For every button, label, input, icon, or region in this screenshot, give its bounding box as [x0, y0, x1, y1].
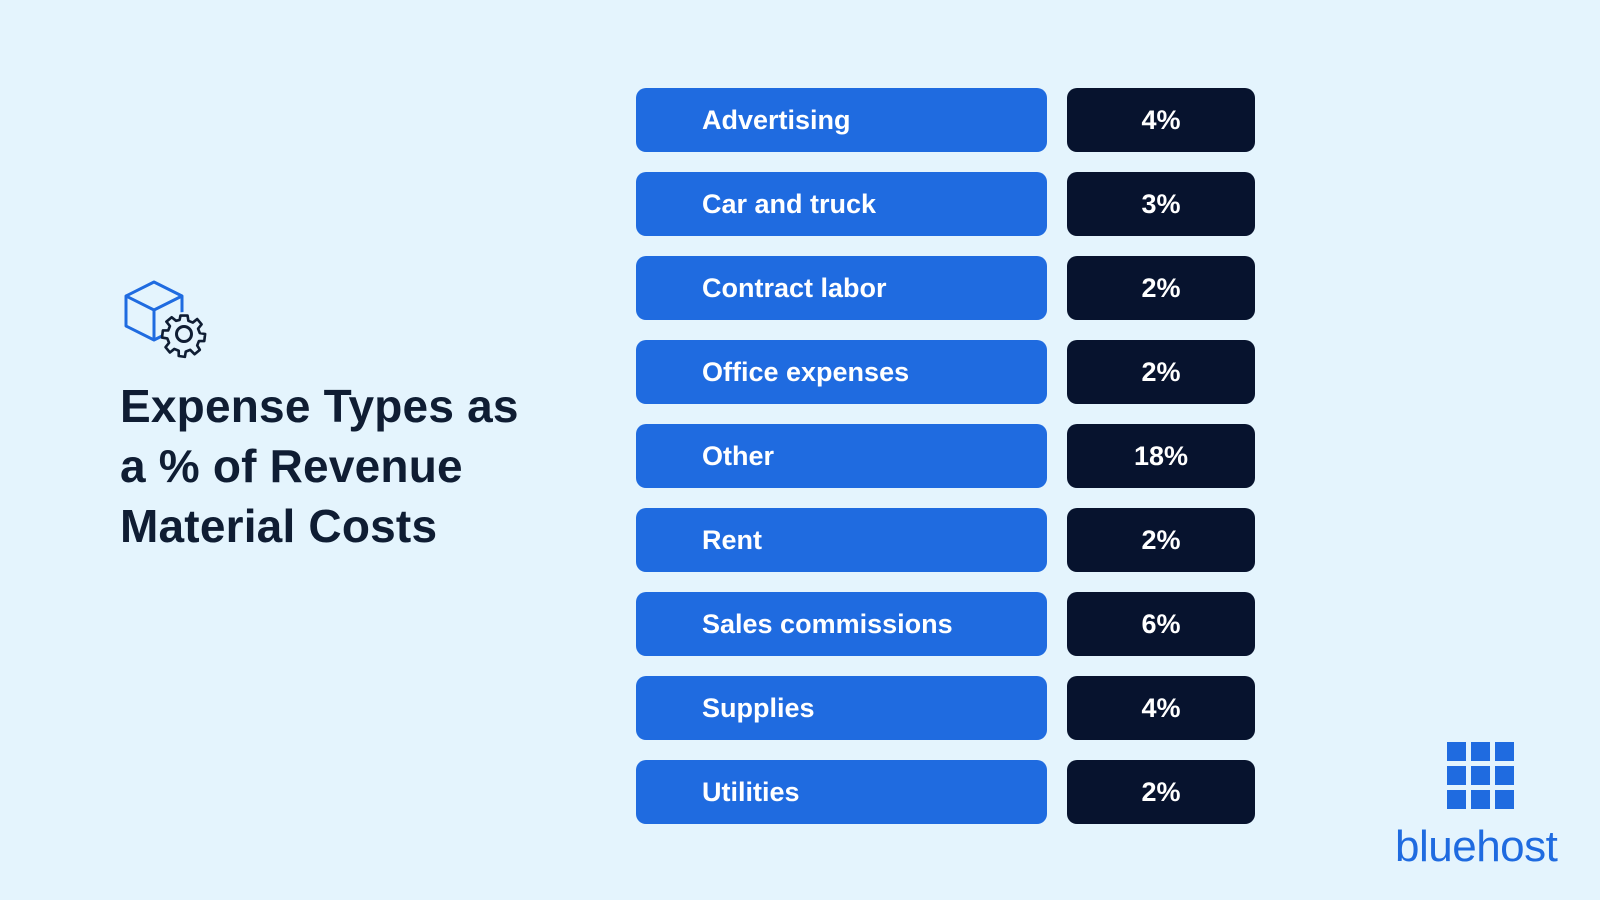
title-line-1: Expense Types as: [120, 380, 519, 432]
logo-grid-cell: [1495, 766, 1514, 785]
brand-name: bluehost: [1395, 822, 1558, 871]
box-gear-icon: [124, 280, 207, 359]
value-label: 2%: [1067, 760, 1255, 824]
table-row: Other 18%: [636, 424, 1256, 488]
category-label: Other: [636, 424, 1047, 488]
value-label: 6%: [1067, 592, 1255, 656]
table-row: Car and truck 3%: [636, 172, 1256, 236]
title-line-2: a % of Revenue: [120, 440, 463, 492]
logo-grid-cell: [1447, 742, 1466, 761]
logo-grid-cell: [1471, 766, 1490, 785]
table-row: Supplies 4%: [636, 676, 1256, 740]
value-label: 2%: [1067, 340, 1255, 404]
logo-grid-cell: [1447, 790, 1466, 809]
value-label: 4%: [1067, 88, 1255, 152]
table-row: Sales commissions 6%: [636, 592, 1256, 656]
category-label: Office expenses: [636, 340, 1047, 404]
logo-grid-cell: [1495, 790, 1514, 809]
category-label: Sales commissions: [636, 592, 1047, 656]
value-label: 18%: [1067, 424, 1255, 488]
value-label: 4%: [1067, 676, 1255, 740]
logo-grid-cell: [1447, 766, 1466, 785]
table-row: Contract labor 2%: [636, 256, 1256, 320]
category-label: Advertising: [636, 88, 1047, 152]
category-label: Utilities: [636, 760, 1047, 824]
bluehost-logo: bluehost: [1395, 742, 1575, 872]
table-row: Advertising 4%: [636, 88, 1256, 152]
table-row: Office expenses 2%: [636, 340, 1256, 404]
logo-grid-cell: [1471, 790, 1490, 809]
value-label: 2%: [1067, 508, 1255, 572]
table-row: Utilities 2%: [636, 760, 1256, 824]
value-label: 3%: [1067, 172, 1255, 236]
category-label: Car and truck: [636, 172, 1047, 236]
title-block: Expense Types as a % of Revenue Material…: [120, 278, 560, 556]
logo-grid-cell: [1495, 742, 1514, 761]
table-row: Rent 2%: [636, 508, 1256, 572]
logo-grid-cell: [1471, 742, 1490, 761]
category-label: Supplies: [636, 676, 1047, 740]
category-label: Contract labor: [636, 256, 1047, 320]
page-title: Expense Types as a % of Revenue Material…: [120, 376, 560, 556]
value-label: 2%: [1067, 256, 1255, 320]
category-label: Rent: [636, 508, 1047, 572]
title-line-3: Material Costs: [120, 500, 438, 552]
